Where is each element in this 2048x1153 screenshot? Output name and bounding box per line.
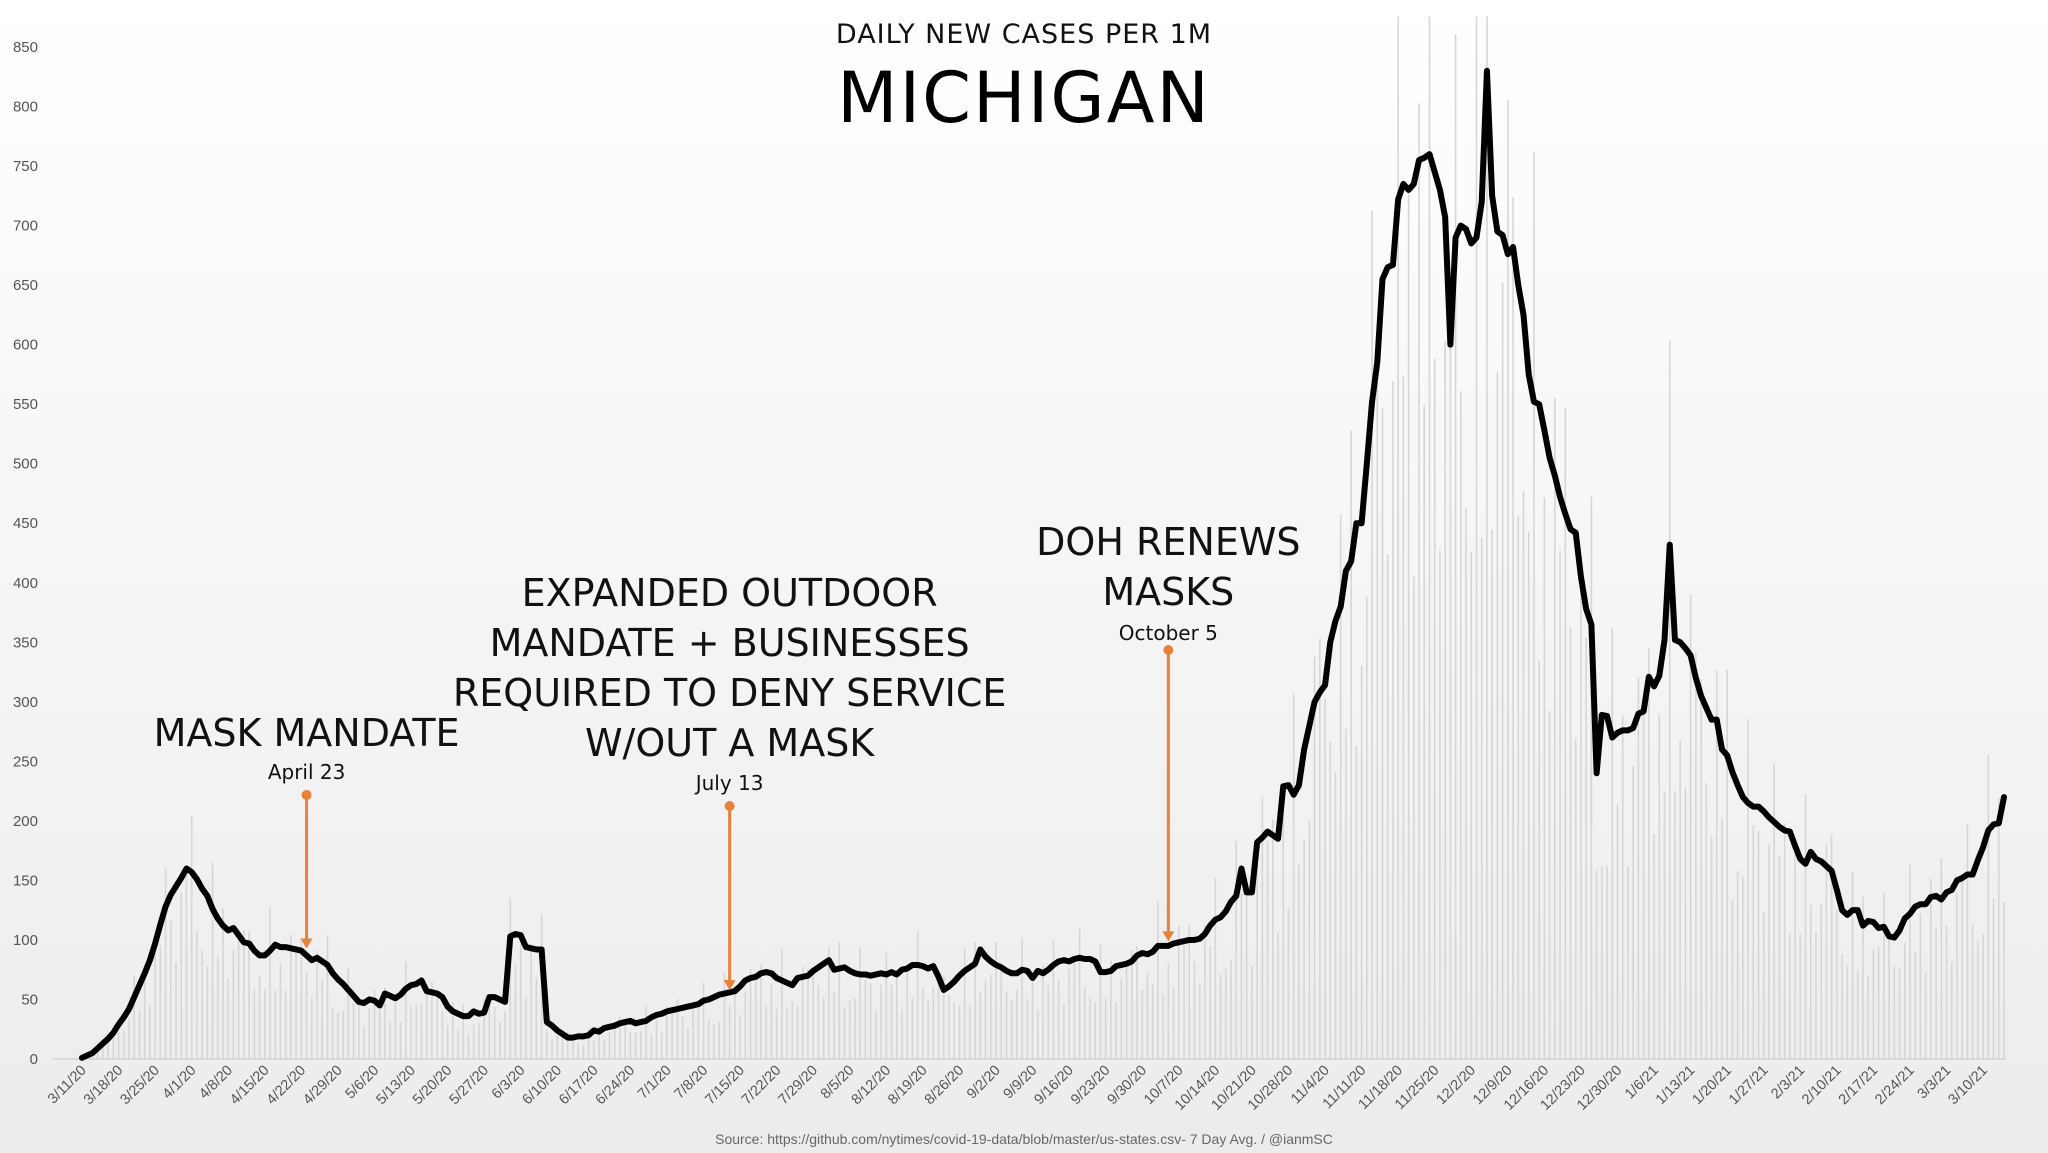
y-tick-label: 550 (13, 396, 38, 413)
annotation-arrowhead (1162, 931, 1175, 942)
annotation-dot (1163, 645, 1174, 655)
annotation-arrowhead (723, 980, 736, 991)
y-tick-label: 450 (13, 515, 38, 532)
annotation-label: W/OUT A MASK (585, 721, 875, 765)
annotation-label: MANDATE + BUSINESSES (490, 621, 970, 665)
y-tick-label: 800 (13, 99, 38, 116)
y-tick-label: 500 (13, 456, 38, 473)
y-tick-label: 150 (13, 872, 38, 889)
y-tick-label: 50 (21, 991, 38, 1008)
annotation-label: MASK MANDATE (154, 711, 460, 755)
y-tick-label: 600 (13, 337, 38, 354)
annotation-dot (301, 790, 312, 800)
annotation-label: MASKS (1102, 570, 1234, 614)
y-tick-label: 400 (13, 575, 38, 592)
y-axis-ticks: 0 50 100 150 200 250 300 350 400 450 500 550 600 650 7… (13, 39, 38, 1068)
y-tick-label: 750 (13, 158, 38, 175)
annotation-label: DOH RENEWS (1036, 520, 1300, 564)
chart-title: MICHIGAN (837, 57, 1211, 139)
annotation-arrowhead (300, 938, 313, 949)
y-tick-label: 300 (13, 694, 38, 711)
y-tick-label: 350 (13, 634, 38, 651)
annotation-dot (724, 801, 735, 811)
annotations: April 23 MASK MANDATE July 13 EXPANDED OUTD… (154, 520, 1301, 991)
y-tick-label: 650 (13, 277, 38, 294)
y-tick-label: 700 (13, 218, 38, 235)
daily-bars (81, 16, 2005, 1059)
series-line (79, 67, 2007, 1061)
annotation-date: July 13 (694, 771, 764, 795)
y-tick-label: 0 (30, 1051, 38, 1068)
source-note: Source: https://github.com/nytimes/covid… (715, 1131, 1333, 1147)
y-tick-label: 100 (13, 932, 38, 949)
annotation-date: October 5 (1119, 621, 1218, 645)
y-tick-label: 200 (13, 813, 38, 830)
annotation-date: April 23 (268, 760, 346, 784)
y-tick-label: 850 (13, 39, 38, 56)
annotation-label: REQUIRED TO DENY SERVICE (453, 671, 1007, 715)
chart-subtitle: DAILY NEW CASES PER 1M (836, 19, 1212, 50)
y-tick-label: 250 (13, 753, 38, 770)
annotation-label: EXPANDED OUTDOOR (522, 571, 938, 615)
